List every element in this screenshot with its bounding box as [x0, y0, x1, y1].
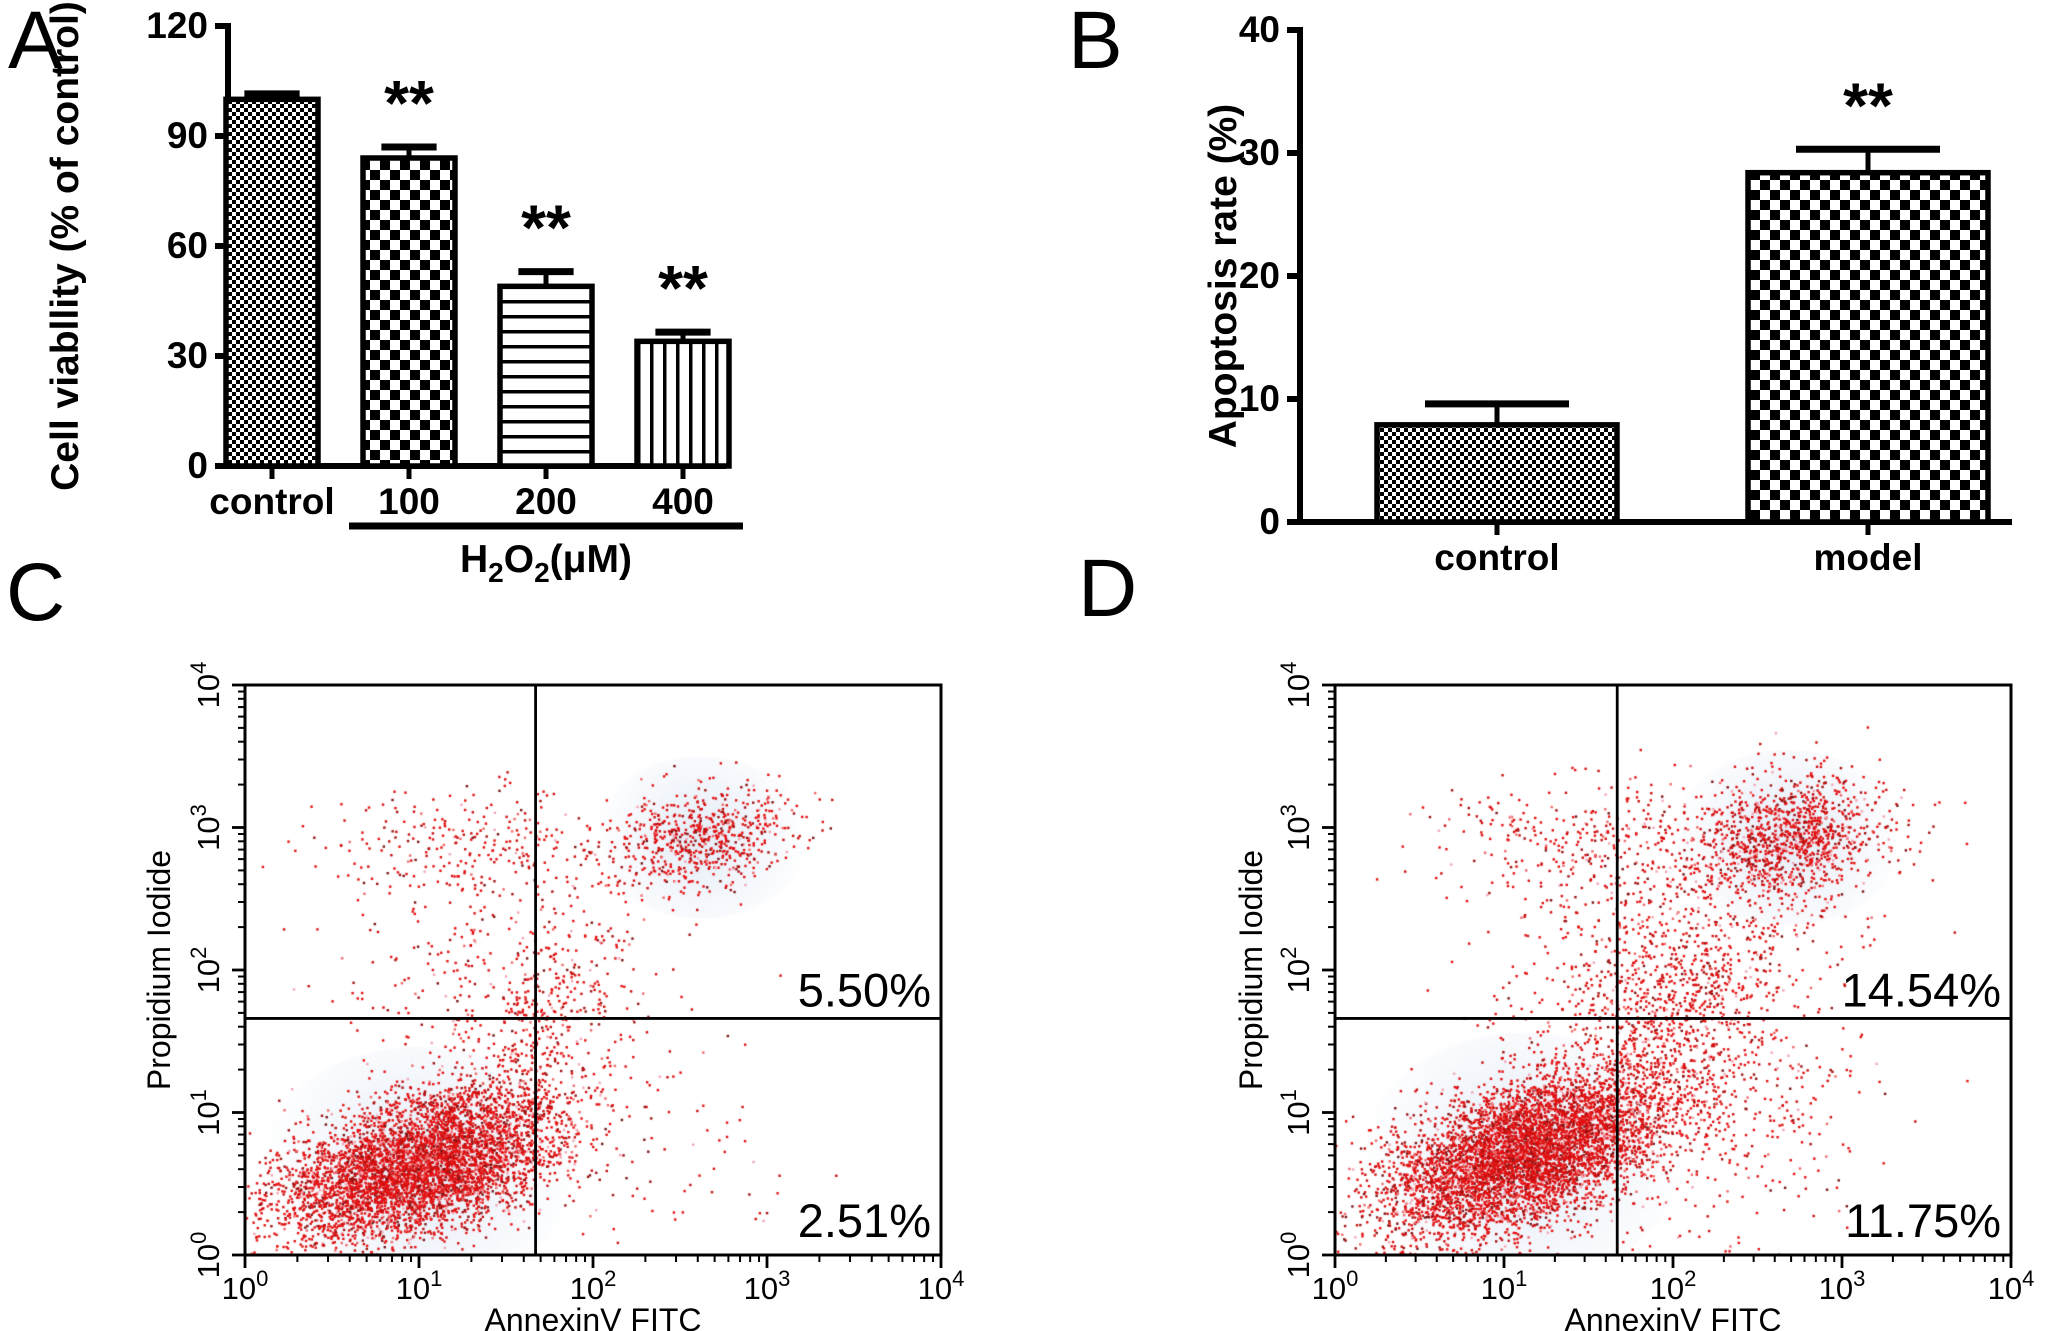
- panel-letter-a: A: [8, 0, 63, 86]
- y-tick-label: 20: [1239, 255, 1280, 296]
- x-category-label: model: [1814, 537, 1923, 578]
- x-tick-label: 101: [1481, 1266, 1528, 1306]
- y-tick-label: 30: [167, 335, 208, 376]
- x-tick-label: 100: [222, 1266, 269, 1306]
- x-category-label: control: [1434, 537, 1559, 578]
- y-tick-label: 104: [186, 662, 226, 709]
- flow-scatter-canvas-d: [1335, 685, 2011, 1255]
- y-tick-label: 0: [187, 445, 208, 486]
- y-tick-label: 104: [1276, 662, 1316, 709]
- significance-stars: **: [521, 192, 571, 264]
- y-tick-label: 0: [1259, 501, 1280, 542]
- bar-control: [223, 96, 321, 469]
- y-axis-label: Propidium Iodide: [141, 850, 177, 1090]
- bar-100: [360, 155, 458, 469]
- x-tick-label: 101: [396, 1266, 443, 1306]
- x-axis-label: AnnexinV FITC: [485, 1302, 702, 1331]
- y-tick-label: 100: [186, 1232, 226, 1279]
- x-tick-label: 103: [1819, 1266, 1866, 1306]
- y-tick-label: 60: [167, 225, 208, 266]
- y-tick-label: 30: [1239, 132, 1280, 173]
- x-category-label: 400: [652, 481, 714, 522]
- quadrant-percentage-label: 2.51%: [798, 1194, 931, 1247]
- significance-stars: **: [658, 252, 708, 324]
- x-category-label: control: [209, 481, 334, 522]
- y-tick-label: 40: [1239, 9, 1280, 50]
- y-tick-label: 101: [186, 1089, 226, 1136]
- x-tick-label: 103: [744, 1266, 791, 1306]
- significance-stars: **: [384, 67, 434, 139]
- x-tick-label: 100: [1312, 1266, 1359, 1306]
- x-tick-label: 104: [1988, 1266, 2035, 1306]
- y-axis-label: Cell viabllity (% of control): [44, 1, 87, 491]
- y-tick-label: 102: [186, 947, 226, 994]
- y-axis-label: Apoptosis rate (%): [1202, 104, 1245, 449]
- quadrant-percentage-label: 11.75%: [1845, 1194, 2001, 1247]
- significance-stars: **: [1843, 69, 1893, 141]
- panel-letter-d: D: [1078, 543, 1138, 634]
- bar-model: [1745, 169, 1991, 525]
- y-tick-label: 102: [1276, 947, 1316, 994]
- y-tick-label: 10: [1239, 378, 1280, 419]
- quadrant-percentage-label: 14.54%: [1842, 963, 2001, 1016]
- flow-scatter-canvas-c: [245, 685, 941, 1255]
- y-axis-label: Propidium Iodide: [1233, 850, 1269, 1090]
- quadrant-percentage-label: 5.50%: [798, 963, 931, 1016]
- bar-200: [497, 283, 595, 469]
- y-tick-label: 90: [167, 115, 208, 156]
- y-tick-label: 103: [1276, 804, 1316, 851]
- x-category-label: 200: [515, 481, 577, 522]
- x-axis-label: AnnexinV FITC: [1565, 1302, 1782, 1331]
- panel-b-bar-chart: 0 10 20 30 40 Apoptosis rate (%) control ** mode…: [1202, 9, 2012, 578]
- bar-control: [1374, 422, 1620, 525]
- group-label: H2O2(μM): [460, 538, 632, 588]
- y-tick-label: 120: [146, 5, 208, 46]
- y-tick-label: 101: [1276, 1089, 1316, 1136]
- y-tick-label: 100: [1276, 1232, 1316, 1279]
- panel-letter-c: C: [6, 547, 66, 638]
- panel-letter-b: B: [1068, 0, 1123, 86]
- y-tick-label: 103: [186, 804, 226, 851]
- x-category-label: 100: [378, 481, 440, 522]
- x-tick-label: 102: [570, 1266, 617, 1306]
- x-tick-label: 102: [1650, 1266, 1697, 1306]
- panel-a-bar-chart: 0 30 60 90 120 Cell viabllity (% of control) c…: [44, 1, 743, 588]
- bar-400: [634, 338, 732, 469]
- x-tick-label: 104: [918, 1266, 965, 1306]
